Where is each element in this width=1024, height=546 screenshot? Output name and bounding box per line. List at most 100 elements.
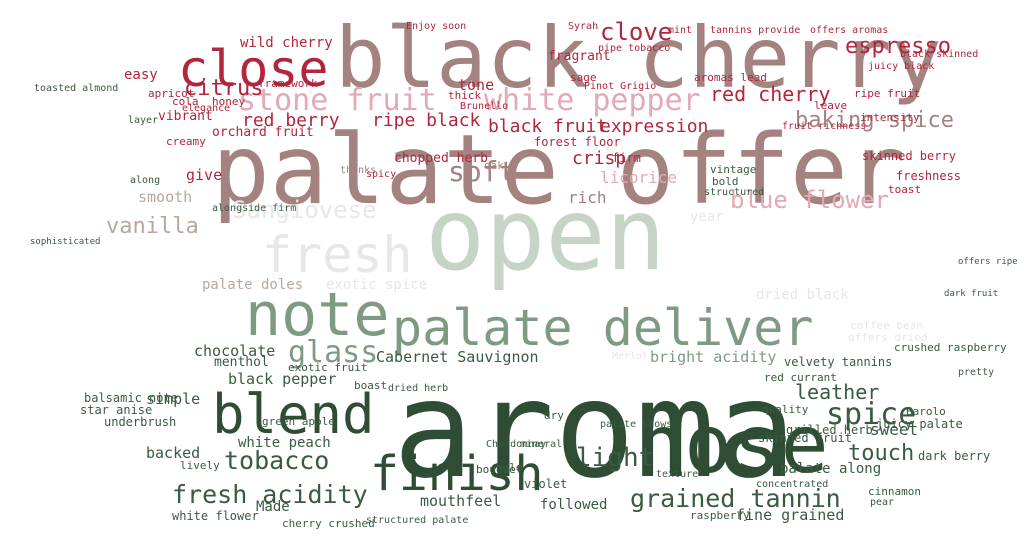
cloud-word: close — [178, 40, 329, 98]
cloud-word: fresh acidity — [172, 480, 368, 509]
cloud-word: star anise — [80, 403, 153, 417]
cloud-word: open — [425, 176, 666, 293]
cloud-word: skinned fruit — [758, 431, 852, 445]
cloud-word: Cabernet Sauvignon — [376, 348, 539, 366]
cloud-word: velvety tannins — [784, 355, 893, 369]
cloud-word: framework — [258, 77, 318, 90]
cloud-word: pretty — [958, 367, 995, 378]
cloud-word: palate doles — [202, 277, 304, 293]
cloud-word: mineral — [520, 439, 563, 450]
cloud-word: forest floor — [534, 135, 621, 149]
cloud-word: thanks — [340, 165, 377, 176]
cloud-word: red currant — [764, 371, 837, 384]
cloud-word: Barolo — [906, 405, 946, 418]
cloud-word: Chardonnay — [486, 439, 547, 450]
cloud-word: vanilla — [106, 214, 199, 239]
cloud-word: oak — [484, 159, 504, 172]
cloud-word: dark berry — [918, 449, 991, 463]
cloud-word: pipe tobacco — [598, 43, 671, 54]
cloud-word: chopped herb — [394, 151, 488, 166]
cloud-word: sage — [570, 71, 597, 84]
cloud-word: alongside firm — [212, 203, 297, 214]
cloud-word: dry — [544, 409, 564, 422]
cloud-word: fine grained — [736, 506, 845, 524]
cloud-word: followed — [540, 497, 608, 513]
cloud-word: juicy palate — [876, 417, 963, 431]
cloud-word: dried herb — [388, 383, 449, 394]
cloud-word: rich — [568, 188, 607, 207]
cloud-word: grained tannin — [630, 484, 841, 513]
cloud-word: intensity — [860, 111, 920, 124]
cloud-word: toasted almond — [34, 83, 119, 94]
cloud-word: offers dried — [848, 331, 928, 344]
cloud-word: Enjoy soon — [406, 21, 467, 32]
cloud-word: toast — [888, 183, 922, 196]
cloud-word: boast — [354, 379, 388, 392]
cloud-word: Syrah — [568, 21, 599, 32]
cloud-word: ripe black — [372, 110, 481, 131]
cloud-word: concentrated — [756, 479, 829, 490]
cloud-word: red berry — [242, 110, 340, 131]
cloud-word: year — [690, 209, 724, 225]
cloud-word: cola — [172, 95, 199, 108]
cloud-word: cherry crushed — [282, 517, 375, 530]
cloud-word: finish — [370, 446, 544, 502]
cloud-word: black skinned — [900, 49, 979, 60]
cloud-word: palate shows — [600, 419, 673, 430]
cloud-word: structured palate — [366, 515, 469, 526]
cloud-word: cinnamon — [868, 485, 921, 498]
cloud-word: elegance — [182, 103, 231, 114]
cloud-word: citrus — [184, 76, 264, 101]
cloud-word: creamy — [166, 135, 206, 148]
cloud-word: soft — [448, 155, 516, 188]
cloud-word: licorice — [600, 168, 678, 187]
cloud-word: aroma — [393, 352, 797, 508]
cloud-word: offers aromas — [810, 25, 889, 36]
cloud-word: pear — [870, 497, 895, 508]
cloud-word: tone — [458, 76, 495, 94]
cloud-word: hold — [496, 461, 523, 474]
cloud-word: firm — [612, 151, 641, 165]
cloud-word: baking spice — [795, 108, 954, 133]
cloud-word: leave — [814, 99, 848, 112]
cloud-word: note — [245, 280, 390, 350]
cloud-word: along — [130, 175, 161, 186]
cloud-word: balsamic note — [84, 391, 178, 405]
cloud-word: grilled herb — [786, 423, 873, 437]
cloud-word: tobacco — [224, 446, 330, 475]
cloud-word: chocolate — [194, 342, 276, 360]
cloud-word: sophisticated — [30, 237, 101, 247]
cloud-word: glass — [288, 335, 379, 370]
cloud-word: exotic spice — [326, 277, 428, 293]
cloud-word: vibrant — [158, 109, 213, 124]
cloud-word: clove — [600, 18, 673, 46]
cloud-word: raspberry — [690, 509, 750, 522]
cloud-word: fresh — [262, 226, 413, 284]
cloud-word: Sangiovese — [232, 196, 377, 224]
cloud-word: ripe fruit — [854, 87, 921, 100]
cloud-word: dark fruit — [944, 289, 999, 299]
cloud-word: wild cherry — [240, 35, 333, 51]
cloud-word: mint — [668, 25, 693, 36]
cloud-word: palate offer — [212, 114, 906, 226]
cloud-word: orchard fruit — [212, 125, 314, 140]
cloud-word: sweet — [870, 420, 919, 439]
cloud-word: texture — [656, 469, 699, 480]
cloud-word: blend — [212, 383, 375, 446]
cloud-word: bright acidity — [650, 348, 777, 366]
cloud-word: give — [186, 166, 223, 184]
cloud-word: spicy — [366, 169, 397, 180]
cloud-word: mouthfeel — [420, 492, 502, 510]
cloud-word: thick — [448, 89, 482, 102]
cloud-word: honey — [212, 95, 246, 108]
cloud-word: skinned berry — [862, 149, 956, 163]
cloud-word: vintage — [710, 163, 757, 176]
cloud-word: violet — [524, 477, 568, 491]
cloud-word: light — [576, 443, 655, 473]
cloud-word: red cherry — [710, 82, 831, 106]
cloud-word: espresso — [845, 34, 951, 59]
cloud-word: fragrant — [548, 49, 611, 64]
cloud-word: structured — [704, 187, 765, 198]
cloud-word: leather — [795, 380, 880, 404]
